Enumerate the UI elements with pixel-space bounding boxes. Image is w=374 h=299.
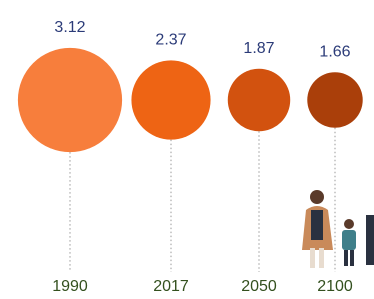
family-illustration — [302, 190, 374, 268]
bubble — [18, 48, 122, 152]
bubble — [131, 60, 210, 139]
value-label: 2.37 — [155, 32, 186, 49]
page: {"chart_data": {"type": "bubble", "categ… — [0, 0, 374, 299]
year-label: 2017 — [153, 278, 189, 295]
chart: 3.12 1990 2.37 2017 1.87 2050 1.66 2100 — [0, 0, 374, 299]
value-label: 3.12 — [54, 19, 85, 36]
value-label: 1.87 — [243, 40, 274, 57]
bubble — [307, 72, 362, 127]
bubble — [228, 69, 290, 131]
year-label: 2100 — [317, 278, 353, 295]
year-label: 2050 — [241, 278, 277, 295]
value-label: 1.66 — [319, 43, 350, 60]
year-label: 1990 — [52, 278, 88, 295]
